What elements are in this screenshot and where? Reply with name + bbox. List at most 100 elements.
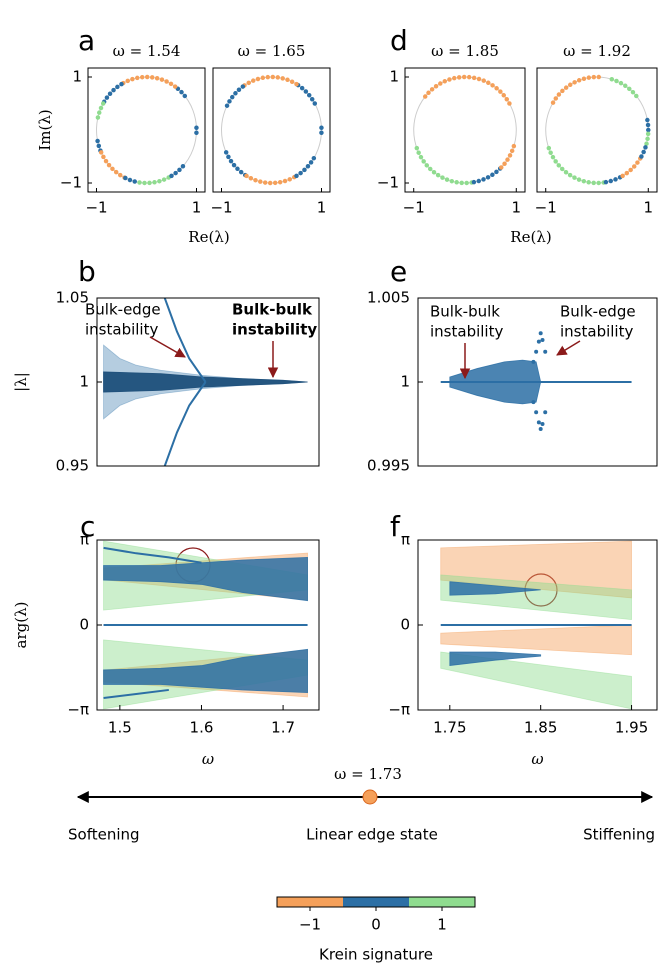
eigenvalue-arc [98,150,128,181]
scatter-point [538,331,543,336]
y-axis-label: arg(λ) [12,602,30,649]
panel-label: f [390,510,401,543]
y-tick-label: 1 [400,373,410,391]
eigenvalue-arc [240,74,299,89]
scatter-point [534,349,539,354]
y-tick-label: π [80,531,89,549]
annotation: Bulk-edge [85,301,161,319]
band-area [449,359,542,405]
panel-label: e [390,255,407,288]
eigenvalue-arc [644,114,651,133]
panel-label: b [78,255,96,288]
y-tick-label: 1 [389,68,399,86]
eigenvalue-arc [644,127,651,146]
y-tick-label: 0 [400,616,410,634]
x-axis-label: Re(λ) [510,228,551,246]
annotation-arrow [556,340,581,356]
annotation: instability [430,323,503,341]
y-axis-label: |λ| [12,372,30,392]
scatter-point [540,338,545,342]
series-line [163,381,207,467]
x-tick-label: −1 [403,199,425,217]
plot-frame [212,67,331,193]
plot-frame [536,67,658,193]
x-tick-label: 1.95 [615,719,648,737]
x-axis-label: ω [202,750,214,768]
eigenvalue-arc [294,81,318,106]
x-tick-label: 1.7 [271,719,295,737]
panel-label: a [78,24,95,57]
plot-frame [404,67,526,193]
eigenvalue-arc [137,173,174,186]
eigenvalue-arc [123,175,142,185]
annotation: Bulk-bulk [430,303,500,321]
y-tick-label: −π [388,701,410,719]
band-area [440,624,632,656]
eigenvalue-arc [546,145,609,186]
x-tick-label: 1.5 [108,719,132,737]
annotation: instability [232,321,317,339]
eigenvalue-arc [119,74,178,89]
scatter-point [540,422,545,426]
eigenvalue-arc [100,81,124,106]
plot-frame [87,67,206,193]
annotation-arrow [149,336,186,358]
eigenvalue-arc [608,76,639,99]
panel-title: ω = 1.92 [563,42,631,60]
y-tick-label: −1 [60,173,82,191]
eigenvalue-arc [550,74,602,106]
annotation: instability [560,323,633,341]
series-line [103,546,202,564]
x-tick-label: 1 [317,199,327,217]
x-tick-label: −1 [535,199,557,217]
eigenvalue-arc [620,154,644,179]
x-tick-label: 1.6 [190,719,214,737]
y-tick-label: π [401,531,410,549]
eigenvalue-arc [294,154,318,179]
panel-title: ω = 1.85 [431,42,499,60]
band-area [103,371,308,393]
eigenvalue-arc [95,101,106,122]
y-tick-label: 1 [79,373,89,391]
eigenvalue-arc [172,84,188,99]
eigenvalue-arc [603,173,625,185]
band-area [103,648,308,694]
x-tick-label: 1 [644,199,654,217]
y-tick-label: 0.95 [56,457,89,475]
colorbar-tick-label: 0 [371,916,381,934]
scatter-point [538,427,543,432]
edge-state-marker [362,789,378,805]
panel-label: c [80,510,95,543]
marker-label: ω = 1.73 [334,765,402,783]
eigenvalue-arc [223,84,246,110]
x-tick-label: 1.85 [524,719,557,737]
eigenvalue-arc [639,141,649,159]
y-tick-label: 1.05 [56,289,89,307]
eigenvalue-arc [471,165,504,185]
eigenvalue-arc [169,163,186,179]
x-tick-label: 1 [192,199,202,217]
y-axis-label: Im(λ) [36,109,54,150]
x-tick-label: −1 [210,199,232,217]
annotation: Bulk-bulk [232,301,313,319]
left-label: Softening [68,826,140,844]
colorbar-segment [409,897,475,907]
eigenvalue-arc [223,150,249,179]
panel-title: ω = 1.65 [238,42,306,60]
scatter-point [531,359,536,364]
y-tick-label: 1.005 [367,289,410,307]
series-line [103,688,169,700]
scatter-point [536,420,541,425]
panel-title: ω = 1.54 [113,42,181,60]
x-tick-label: 1 [512,199,522,217]
scatter-point [531,400,536,405]
band-area [449,651,542,667]
y-tick-label: −1 [377,173,399,191]
colorbar-label: Krein signature [319,946,433,964]
x-axis-label: Re(λ) [188,228,229,246]
x-tick-label: 1.75 [433,719,466,737]
y-tick-label: 1 [72,68,82,86]
y-tick-label: 0.995 [367,457,410,475]
panel-label: d [390,24,408,57]
colorbar-segment [277,897,343,907]
